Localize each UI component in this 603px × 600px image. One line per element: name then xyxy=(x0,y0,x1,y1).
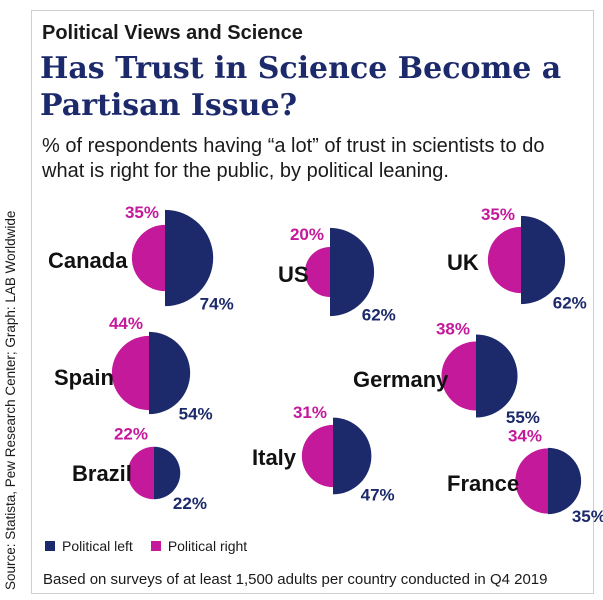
value-left-canada: 74% xyxy=(200,295,234,314)
country-label-spain: Spain xyxy=(54,365,114,390)
footer-note: Based on surveys of at least 1,500 adult… xyxy=(43,571,548,588)
legend-item-right: Political right xyxy=(150,538,248,554)
value-right-brazil: 22% xyxy=(114,425,148,444)
value-right-italy: 31% xyxy=(293,403,327,422)
chart-title: Has Trust in Science Become a Partisan I… xyxy=(40,51,562,123)
value-right-france: 34% xyxy=(508,426,542,445)
value-left-brazil: 22% xyxy=(173,494,207,513)
legend-label-left: Political left xyxy=(62,538,133,554)
half-right-italy xyxy=(301,424,333,488)
country-label-france: France xyxy=(447,471,519,496)
half-left-us xyxy=(330,227,375,317)
legend-swatch-right xyxy=(150,541,161,551)
half-right-brazil xyxy=(127,446,154,500)
source-note: Source: Statista, Pew Research Center; G… xyxy=(3,210,18,590)
legend: Political left Political right xyxy=(45,538,265,554)
value-left-france: 35% xyxy=(572,507,603,526)
legend-item-left: Political left xyxy=(45,538,133,554)
chart-subtitle: % of respondents having “a lot” of trust… xyxy=(42,135,545,182)
country-label-germany: Germany xyxy=(353,367,449,392)
half-right-spain xyxy=(111,335,149,411)
value-left-italy: 47% xyxy=(361,486,395,505)
half-left-canada xyxy=(165,209,214,307)
value-left-spain: 54% xyxy=(179,405,213,424)
half-left-germany xyxy=(476,334,518,418)
half-right-canada xyxy=(131,224,165,292)
value-right-spain: 44% xyxy=(109,314,143,333)
value-right-germany: 38% xyxy=(436,319,470,338)
country-label-italy: Italy xyxy=(252,445,297,470)
half-right-germany xyxy=(441,341,476,411)
value-right-uk: 35% xyxy=(481,205,515,224)
half-left-uk xyxy=(521,215,566,305)
country-label-us: US xyxy=(278,262,309,287)
category-label: Political Views and Science xyxy=(42,22,303,44)
half-left-france xyxy=(548,447,582,515)
value-left-us: 62% xyxy=(362,306,396,325)
half-left-italy xyxy=(333,417,372,495)
half-right-us xyxy=(304,246,330,298)
country-label-canada: Canada xyxy=(48,248,128,273)
value-left-uk: 62% xyxy=(553,294,587,313)
country-label-brazil: Brazil xyxy=(72,461,132,486)
half-right-uk xyxy=(487,226,521,294)
value-right-canada: 35% xyxy=(125,203,159,222)
value-left-germany: 55% xyxy=(506,408,540,427)
value-right-us: 20% xyxy=(290,225,324,244)
legend-swatch-left xyxy=(45,541,55,551)
legend-label-right: Political right xyxy=(167,538,248,554)
half-left-brazil xyxy=(154,446,181,500)
half-right-france xyxy=(515,448,548,514)
chart-frame xyxy=(31,10,594,594)
country-label-uk: UK xyxy=(447,250,479,275)
half-left-spain xyxy=(149,331,191,415)
